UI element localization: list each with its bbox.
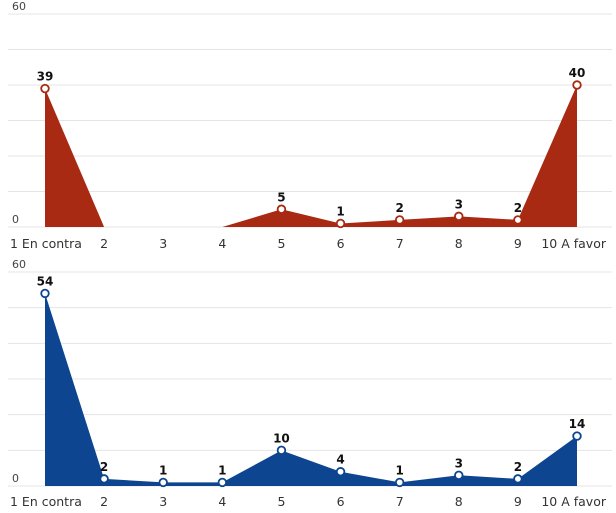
series-area bbox=[45, 85, 577, 227]
y-tick-label: 60 bbox=[12, 258, 26, 271]
x-tick-label: 10 A favor bbox=[541, 236, 607, 251]
data-label: 5 bbox=[277, 190, 285, 204]
x-tick-label: 8 bbox=[455, 236, 463, 251]
data-point bbox=[454, 470, 464, 480]
data-label: 4 bbox=[336, 453, 344, 467]
data-point bbox=[276, 445, 287, 456]
data-label: 2 bbox=[395, 201, 403, 215]
x-tick-label: 2 bbox=[100, 494, 108, 509]
x-tick-label: 5 bbox=[277, 494, 285, 509]
x-tick-label: 10 A favor bbox=[541, 494, 607, 509]
data-point bbox=[40, 83, 50, 94]
data-label: 1 bbox=[159, 463, 167, 477]
data-point bbox=[454, 211, 464, 222]
y-tick-label: 0 bbox=[12, 213, 19, 226]
x-tick-label: 4 bbox=[218, 236, 226, 251]
data-label: 2 bbox=[514, 460, 522, 474]
data-point bbox=[335, 218, 346, 229]
data-point bbox=[572, 431, 582, 441]
x-tick-label: 7 bbox=[396, 494, 404, 509]
x-tick-label: 7 bbox=[396, 236, 404, 251]
data-label: 2 bbox=[514, 201, 522, 215]
y-tick-label: 0 bbox=[12, 472, 19, 485]
x-tick-label: 8 bbox=[455, 494, 463, 509]
data-point bbox=[276, 204, 287, 214]
data-label: 1 bbox=[395, 463, 403, 477]
chart-panel-1: 0 60 39 5 1 2 3 2 40 1 En contra 2 3 4 5 6 7 8 9 10 A favo… bbox=[8, 0, 612, 251]
data-label: 10 bbox=[273, 431, 290, 445]
x-tick-label: 4 bbox=[218, 494, 226, 509]
data-label: 54 bbox=[37, 274, 54, 288]
data-point bbox=[394, 215, 405, 225]
data-label: 1 bbox=[218, 463, 226, 477]
data-point bbox=[217, 477, 228, 488]
x-tick-label: 2 bbox=[100, 236, 108, 251]
data-point bbox=[513, 474, 523, 484]
data-label: 14 bbox=[569, 417, 586, 431]
data-label: 40 bbox=[569, 66, 586, 80]
data-point bbox=[394, 477, 405, 488]
x-tick-label: 9 bbox=[514, 494, 522, 509]
data-label: 1 bbox=[336, 204, 344, 218]
data-point bbox=[513, 215, 523, 225]
x-tick-label: 6 bbox=[337, 494, 345, 509]
chart-panel-2: 0 60 54 2 1 1 10 4 1 3 2 14 1 En contra 2 3 4 5 6 7 8 9 10 A … bbox=[8, 258, 612, 509]
data-point bbox=[572, 80, 582, 90]
data-point bbox=[158, 477, 168, 488]
x-tick-label: 1 En contra bbox=[10, 494, 82, 509]
data-label: 2 bbox=[100, 460, 108, 474]
y-tick-label: 60 bbox=[12, 0, 26, 13]
data-label: 3 bbox=[455, 197, 463, 211]
x-tick-label: 1 En contra bbox=[10, 236, 82, 251]
x-tick-label: 6 bbox=[337, 236, 345, 251]
x-tick-label: 5 bbox=[277, 236, 285, 251]
data-point bbox=[335, 467, 346, 477]
x-tick-label: 3 bbox=[159, 236, 167, 251]
data-point bbox=[40, 288, 50, 299]
x-tick-label: 9 bbox=[514, 236, 522, 251]
x-tick-label: 3 bbox=[159, 494, 167, 509]
data-label: 3 bbox=[455, 456, 463, 470]
data-point bbox=[99, 474, 109, 484]
data-label: 39 bbox=[37, 70, 54, 84]
series-area bbox=[45, 293, 577, 486]
